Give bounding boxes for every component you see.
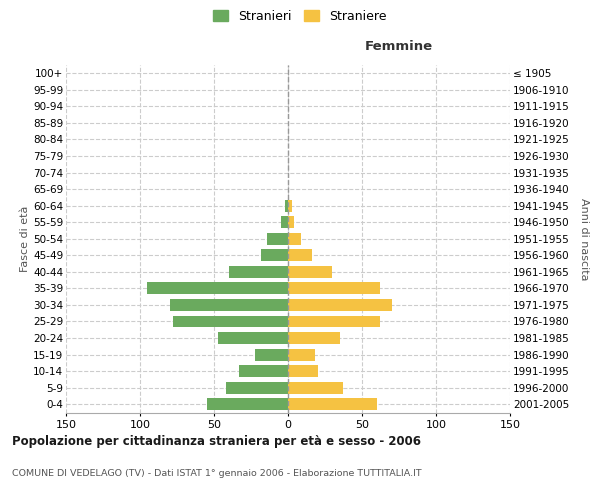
Y-axis label: Anni di nascita: Anni di nascita (579, 198, 589, 280)
Bar (226, 382, 288, 394)
Bar (229, 266, 288, 278)
Bar (288, 250, 311, 262)
Bar (288, 299, 392, 311)
Bar (288, 316, 380, 328)
Bar (239, 365, 288, 377)
Text: Femmine: Femmine (365, 40, 433, 53)
Legend: Stranieri, Straniere: Stranieri, Straniere (209, 6, 391, 26)
Bar (288, 332, 340, 344)
Bar (288, 233, 301, 244)
Bar (285, 200, 288, 211)
Bar (267, 233, 288, 244)
Bar (288, 365, 317, 377)
Bar (173, 316, 288, 328)
Bar (288, 216, 294, 228)
Bar (256, 348, 288, 360)
Bar (218, 332, 288, 344)
Bar (281, 216, 288, 228)
Bar (170, 299, 288, 311)
Bar (288, 282, 380, 294)
Bar (206, 398, 288, 410)
Y-axis label: Fasce di età: Fasce di età (20, 206, 30, 272)
Text: COMUNE DI VEDELAGO (TV) - Dati ISTAT 1° gennaio 2006 - Elaborazione TUTTITALIA.I: COMUNE DI VEDELAGO (TV) - Dati ISTAT 1° … (12, 468, 422, 477)
Bar (288, 348, 314, 360)
Bar (288, 200, 292, 211)
Text: Popolazione per cittadinanza straniera per età e sesso - 2006: Popolazione per cittadinanza straniera p… (12, 435, 421, 448)
Bar (148, 282, 288, 294)
Bar (288, 398, 377, 410)
Bar (262, 250, 288, 262)
Bar (288, 382, 343, 394)
Bar (288, 266, 332, 278)
